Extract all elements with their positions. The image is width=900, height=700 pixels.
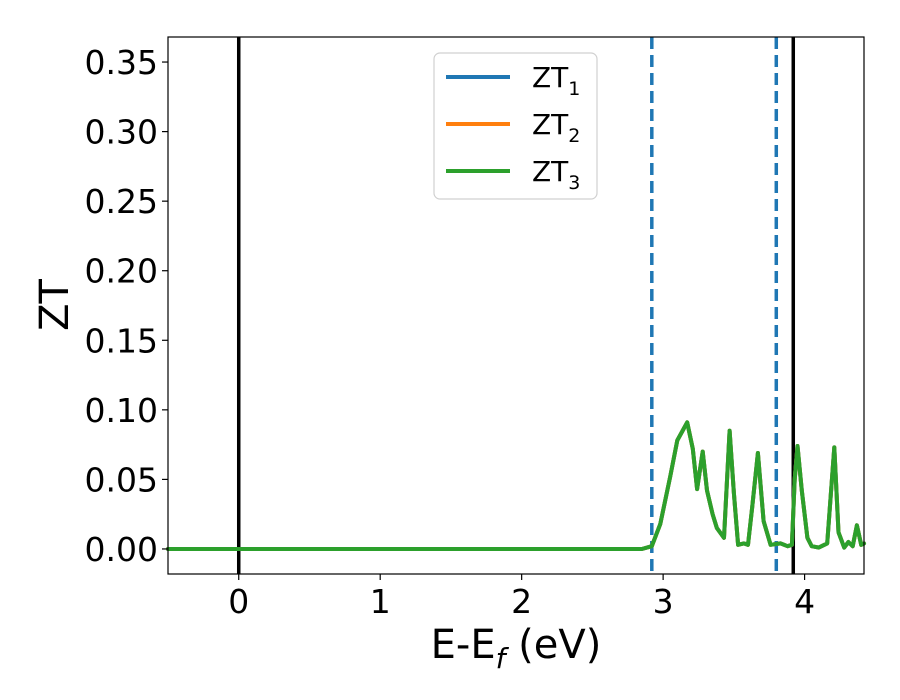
y-axis-label: ZT: [32, 279, 78, 331]
legend: ZT1 ZT2 ZT3: [433, 52, 598, 200]
x-tick-label: 0: [228, 582, 249, 621]
x-axis-label: E-Ef (eV): [431, 622, 602, 675]
legend-label-1: ZT1: [532, 61, 580, 100]
series-curves: [166, 420, 866, 551]
y-tick-label: 0.20: [85, 252, 158, 291]
y-tick-label: 0.25: [85, 182, 158, 221]
x-tick-label: 4: [794, 582, 815, 621]
y-axis-ticks: 0.00 0.05 0.10 0.15 0.20 0.25 0.30 0.35: [85, 43, 168, 569]
plot-frame: [167, 36, 865, 575]
y-tick-label: 0.35: [85, 43, 158, 82]
legend-label-3: ZT3: [532, 155, 580, 194]
series-line-3: [166, 420, 866, 551]
x-tick-label: 2: [511, 582, 532, 621]
y-tick-label: 0.05: [85, 460, 158, 499]
y-tick-label: 0.00: [85, 530, 158, 569]
legend-label-2: ZT2: [532, 108, 580, 147]
y-tick-label: 0.30: [85, 113, 158, 152]
y-tick-label: 0.15: [85, 321, 158, 360]
legend-box: [433, 52, 598, 200]
x-tick-label: 1: [370, 582, 391, 621]
x-axis-ticks: 0 1 2 3 4: [228, 574, 815, 621]
y-tick-label: 0.10: [85, 391, 158, 430]
x-tick-label: 3: [653, 582, 674, 621]
